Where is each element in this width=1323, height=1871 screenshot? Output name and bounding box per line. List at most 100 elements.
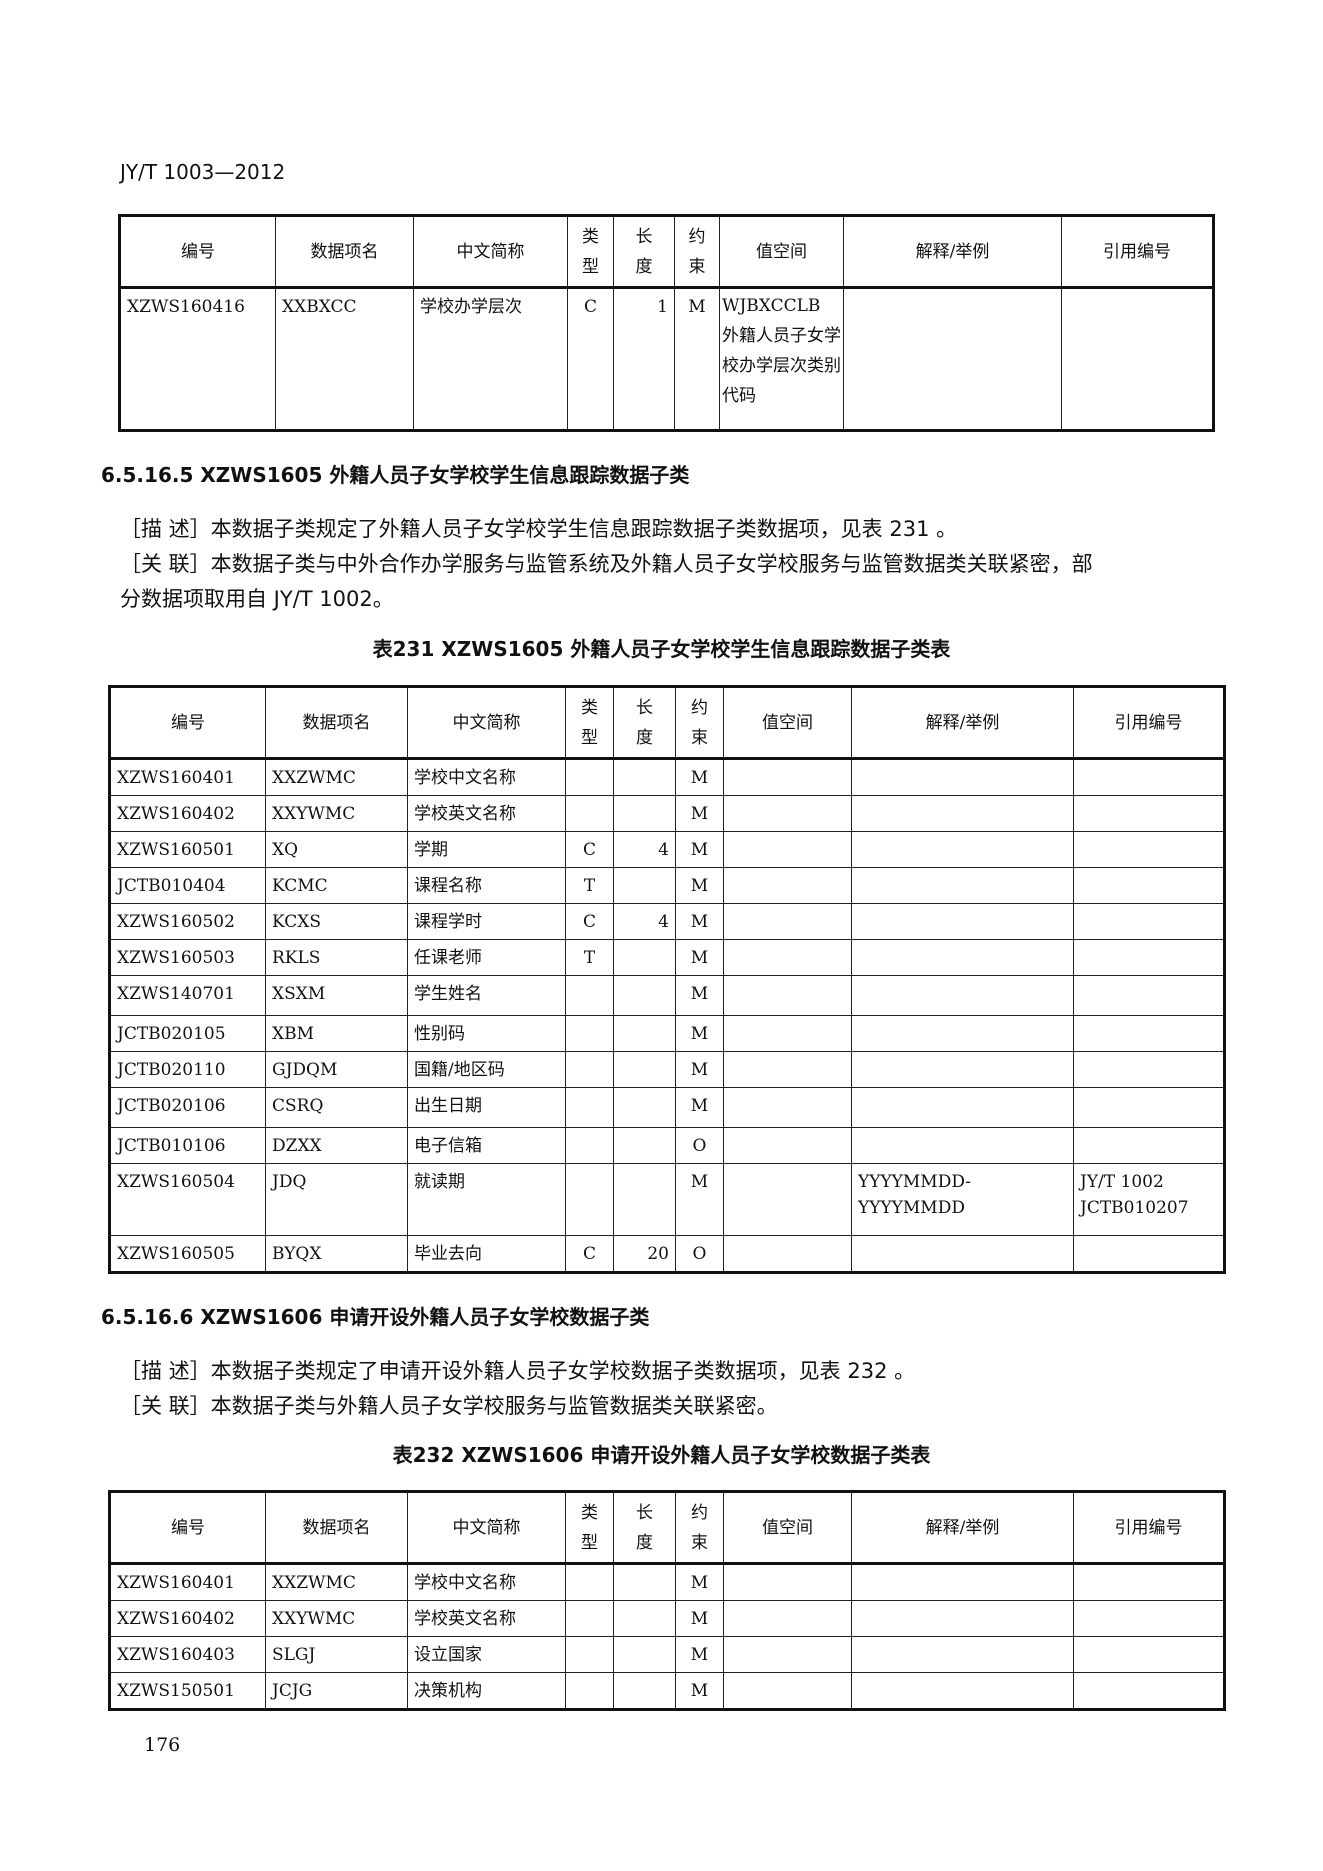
cell-cn-name: 国籍/地区码: [407, 1051, 566, 1088]
column-header-explanation: 解释/举例: [851, 686, 1074, 760]
cell-type: [565, 1127, 614, 1164]
cell-type: C: [565, 903, 614, 940]
cell-value-space: [723, 867, 852, 904]
cell-reference: [1061, 287, 1214, 431]
cell-cn-name: 学校中文名称: [407, 1563, 566, 1601]
cell-length: [613, 1672, 676, 1710]
cell-id: XZWS160416: [119, 287, 276, 431]
cell-cn-name: 学校英文名称: [407, 1600, 566, 1637]
table-row: JCTB020105 XBM 性别码 M: [109, 1015, 1225, 1052]
cell-length: [613, 758, 676, 796]
cell-reference: [1073, 758, 1225, 796]
cell-cn-name: 性别码: [407, 1015, 566, 1052]
cell-type: [565, 1163, 614, 1236]
section1-description: ［描 述］本数据子类规定了外籍人员子女学校学生信息跟踪数据子类数据项，见表 23…: [120, 517, 958, 541]
cell-id: XZWS160402: [109, 1600, 266, 1637]
cell-explanation: [851, 1127, 1074, 1164]
table-row: XZWS160401 XXZWMC 学校中文名称 M: [109, 1563, 1225, 1601]
cell-cn-name: 学期: [407, 831, 566, 868]
table-row: XZWS140701 XSXM 学生姓名 M: [109, 975, 1225, 1016]
cell-reference: [1073, 831, 1225, 868]
column-header-id: 编号: [109, 1491, 266, 1565]
table-row: JCTB020106 CSRQ 出生日期 M: [109, 1087, 1225, 1128]
cell-length: 4: [613, 831, 676, 868]
cell-type: C: [567, 287, 614, 431]
cell-length: [613, 1051, 676, 1088]
table-row: XZWS160502 KCXS 课程学时 C 4 M: [109, 903, 1225, 940]
cell-id: JCTB010404: [109, 867, 266, 904]
cell-reference: [1073, 903, 1225, 940]
cell-explanation: [851, 975, 1074, 1016]
section2-relation: ［关 联］本数据子类与外籍人员子女学校服务与监管数据类关联紧密。: [120, 1394, 778, 1418]
column-header-type: 类型: [565, 1491, 614, 1565]
cell-explanation: [851, 758, 1074, 796]
cell-id: JCTB020105: [109, 1015, 266, 1052]
cell-type: [565, 1015, 614, 1052]
table-231: 编号 数据项名 中文简称类型长度约束值空间 解释/举例 引用编号 XZWS160401 XX…: [108, 685, 1226, 1274]
cell-cn-name: 学校中文名称: [407, 758, 566, 796]
cell-id: XZWS160503: [109, 939, 266, 976]
table-row: XZWS160501 XQ 学期 C 4 M: [109, 831, 1225, 868]
table-row: XZWS160505 BYQX 毕业去向 C 20 O: [109, 1235, 1225, 1273]
cell-constraint: M: [675, 903, 724, 940]
cell-type: [565, 1051, 614, 1088]
cell-id: JCTB020110: [109, 1051, 266, 1088]
cell-length: [613, 867, 676, 904]
cell-length: [613, 975, 676, 1016]
table-232: 编号 数据项名 中文简称类型长度约束值空间 解释/举例 引用编号 XZWS160401 XX…: [108, 1490, 1226, 1711]
column-header-item-name: 数据项名: [275, 215, 414, 289]
cell-type: C: [565, 831, 614, 868]
cell-reference: [1073, 975, 1225, 1016]
column-header-reference: 引用编号: [1061, 215, 1214, 289]
cell-item-name: XXYWMC: [265, 795, 408, 832]
cell-type: [565, 795, 614, 832]
column-header-id: 编号: [119, 215, 276, 289]
cell-length: 1: [613, 287, 675, 431]
cell-id: XZWS160401: [109, 1563, 266, 1601]
cell-explanation: [851, 831, 1074, 868]
cell-constraint: M: [675, 939, 724, 976]
column-header-constraint: 约束: [675, 1491, 724, 1565]
cell-length: [613, 1563, 676, 1601]
cell-length: [613, 795, 676, 832]
cell-item-name: XXZWMC: [265, 758, 408, 796]
column-header-item-name: 数据项名: [265, 686, 408, 760]
cell-value-space: [723, 758, 852, 796]
cell-cn-name: 学校英文名称: [407, 795, 566, 832]
cell-constraint: M: [675, 1636, 724, 1673]
cell-constraint: M: [675, 1600, 724, 1637]
cell-reference: [1073, 1087, 1225, 1128]
cell-id: XZWS160504: [109, 1163, 266, 1236]
cell-cn-name: 学校办学层次: [413, 287, 568, 431]
cell-id: JCTB020106: [109, 1087, 266, 1128]
cell-cn-name: 出生日期: [407, 1087, 566, 1128]
cell-cn-name: 学生姓名: [407, 975, 566, 1016]
cell-reference: [1073, 1127, 1225, 1164]
cell-constraint: M: [675, 1087, 724, 1128]
cell-id: XZWS160403: [109, 1636, 266, 1673]
cell-constraint: M: [675, 975, 724, 1016]
cell-length: [613, 1600, 676, 1637]
column-header-cn-name: 中文简称: [407, 1491, 566, 1565]
section1-relation-cont: 分数据项取用自 JY/T 1002。: [120, 587, 394, 611]
column-header-reference: 引用编号: [1073, 686, 1225, 760]
cell-explanation: [851, 1563, 1074, 1601]
cell-cn-name: 就读期: [407, 1163, 566, 1236]
cell-cn-name: 课程学时: [407, 903, 566, 940]
cell-item-name: XSXM: [265, 975, 408, 1016]
section2-description: ［描 述］本数据子类规定了申请开设外籍人员子女学校数据子类数据项，见表 232 …: [120, 1359, 916, 1383]
cell-length: [613, 1127, 676, 1164]
cell-type: T: [565, 939, 614, 976]
cell-explanation: [851, 1636, 1074, 1673]
cell-constraint: M: [675, 831, 724, 868]
cell-explanation: [851, 903, 1074, 940]
cell-length: [613, 1087, 676, 1128]
cell-value-space: WJBXCCLB 外籍人员子女学校办学层次类别代码: [719, 287, 844, 431]
cell-item-name: GJDQM: [265, 1051, 408, 1088]
table-row: JCTB020110 GJDQM 国籍/地区码 M: [109, 1051, 1225, 1088]
cell-reference: [1073, 795, 1225, 832]
cell-length: [613, 1636, 676, 1673]
page-number: 176: [144, 1734, 181, 1756]
cell-constraint: M: [675, 758, 724, 796]
cell-id: JCTB010106: [109, 1127, 266, 1164]
